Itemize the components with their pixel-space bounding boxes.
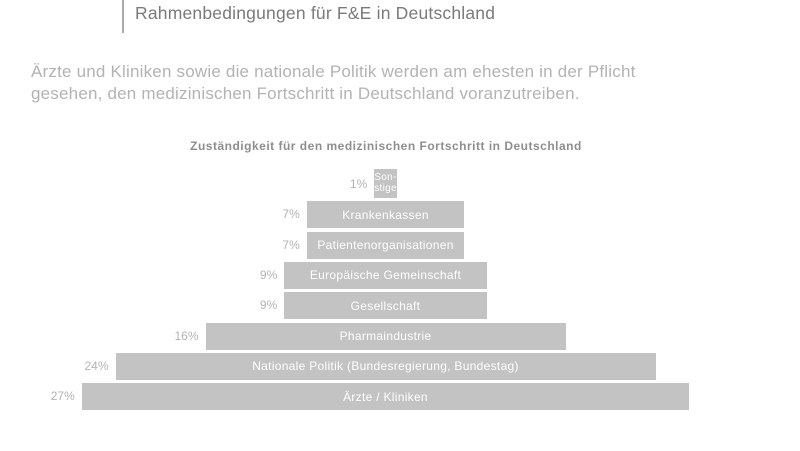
bar-value-label: 24% [84,358,109,373]
chart-bar-ärzte-kliniken: Ärzte / Kliniken [81,383,690,411]
chart-bar-europäische-gemeinschaft: Europäische Gemeinschaft [284,261,487,289]
bar-value-label: 9% [259,267,278,282]
bar-value-label: 7% [282,207,300,222]
bar-value-label: 7% [282,237,300,252]
bar-value-label: 1% [349,177,368,191]
bar-value-label: 16% [174,328,199,343]
title-accent-line [122,0,124,33]
chart-bar-sonstige: Son- stige [374,169,397,198]
chart-title: Zuständigkeit für den medizinischen Fort… [190,139,582,153]
chart-bar-patientenorganisationen: Patientenorganisationen [306,231,465,259]
chart-bar-gesellschaft: Gesellschaft [284,292,487,320]
slide-subtitle: Ärzte und Kliniken sowie die nationale P… [31,62,636,103]
chart-bar-pharmaindustrie: Pharmaindustrie [205,322,566,350]
bar-value-label: 9% [259,298,278,313]
chart-bar-krankenkassen: Krankenkassen [306,201,465,229]
chart-bar-nationale-politik-bundesregierung-bundestag: Nationale Politik (Bundesregierung, Bund… [115,352,656,380]
slide-title: Rahmenbedingungen für F&E in Deutschland [135,3,496,23]
bar-value-label: 27% [50,389,75,404]
